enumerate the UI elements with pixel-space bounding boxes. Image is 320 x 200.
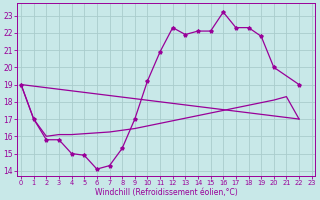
- X-axis label: Windchill (Refroidissement éolien,°C): Windchill (Refroidissement éolien,°C): [95, 188, 238, 197]
